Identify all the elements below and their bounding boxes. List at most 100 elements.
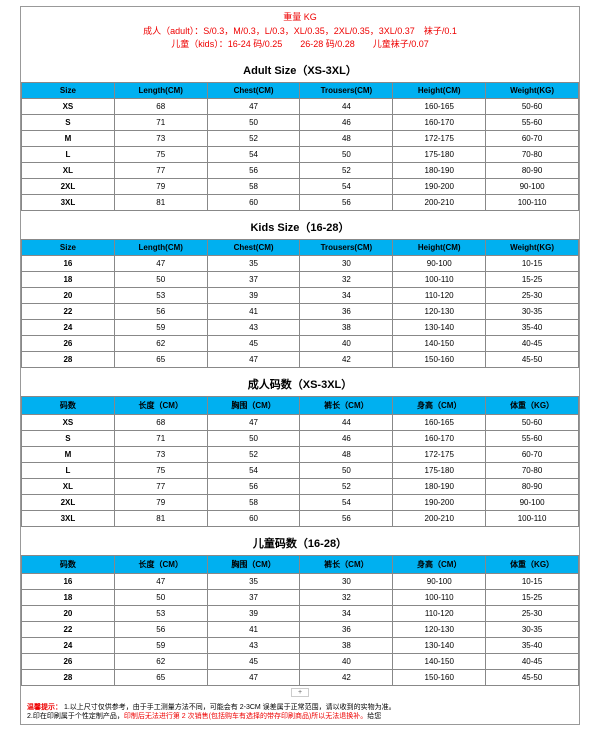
table-row: 3XL816056200-210100-110 [22,194,579,210]
table-cell: 160-170 [393,114,486,130]
table-cell: L [22,462,115,478]
table-cell: 16 [22,255,115,271]
size-table: SizeLength(CM)Chest(CM)Trousers(CM)Heigh… [21,239,579,368]
footer-label: 温馨提示： [27,704,62,711]
table-cell: 35 [207,255,300,271]
table-cell: 100-110 [393,271,486,287]
table-cell: 22 [22,621,115,637]
col-header: 胸围（CM） [207,555,300,573]
table-cell: 47 [207,98,300,114]
table-cell: 34 [300,605,393,621]
table-cell: 200-210 [393,194,486,210]
table-cell: 56 [300,194,393,210]
size-table: SizeLength(CM)Chest(CM)Trousers(CM)Heigh… [21,82,579,211]
table-cell: 160-170 [393,430,486,446]
table-cell: 30-35 [486,303,579,319]
tables-host: Adult Size（XS-3XL）SizeLength(CM)Chest(CM… [21,56,579,686]
table-cell: 54 [207,462,300,478]
table-cell: 45-50 [486,351,579,367]
table-cell: 45-50 [486,669,579,685]
col-header: 长度（CM） [114,555,207,573]
table-cell: 90-100 [393,255,486,271]
table-cell: 20 [22,605,115,621]
table-cell: 10-15 [486,255,579,271]
table-cell: 75 [114,146,207,162]
table-cell: 56 [207,478,300,494]
table-cell: M [22,446,115,462]
table-cell: 42 [300,351,393,367]
table-cell: 44 [300,98,393,114]
table-cell: 70-80 [486,462,579,478]
table-cell: 41 [207,303,300,319]
table-row: 18503732100-11015-25 [22,271,579,287]
table-cell: 50 [300,146,393,162]
header-line1: 成人（adult）：S/0.3，M/0.3，L/0.3，XL/0.35，2XL/… [23,25,577,39]
table-cell: 20 [22,287,115,303]
table-cell: 54 [207,146,300,162]
table-cell: XL [22,162,115,178]
table-cell: 48 [300,446,393,462]
table-cell: 77 [114,162,207,178]
table-cell: 54 [300,494,393,510]
table-row: 1647353090-10010-15 [22,573,579,589]
table-cell: 47 [114,255,207,271]
footer-line2b: 给您 [367,713,381,720]
table-cell: 25-30 [486,287,579,303]
col-header: Trousers(CM) [300,82,393,98]
table-cell: 44 [300,414,393,430]
table-cell: 80-90 [486,478,579,494]
table-cell: 50-60 [486,98,579,114]
table-cell: 35 [207,573,300,589]
table-row: 26624540140-15040-45 [22,653,579,669]
pager-label: + [291,688,309,697]
col-header: 裤长（CM） [300,555,393,573]
table-cell: 100-110 [393,589,486,605]
table-cell: 52 [207,446,300,462]
col-header: Size [22,239,115,255]
table-cell: 3XL [22,510,115,526]
table-cell: 50-60 [486,414,579,430]
table-cell: 60-70 [486,130,579,146]
table-cell: S [22,114,115,130]
header-title: 重量 KG [23,11,577,25]
table-cell: 22 [22,303,115,319]
table-row: XL775652180-19080-90 [22,162,579,178]
table-cell: 79 [114,178,207,194]
table-cell: 120-130 [393,303,486,319]
col-header: Height(CM) [393,239,486,255]
col-header: 胸围（CM） [207,396,300,414]
table-cell: 36 [300,303,393,319]
table-cell: 34 [300,287,393,303]
table-title: Kids Size（16-28） [21,213,579,239]
table-cell: 55-60 [486,114,579,130]
table-cell: 25-30 [486,605,579,621]
table-cell: 200-210 [393,510,486,526]
table-cell: 73 [114,130,207,146]
col-header: Height(CM) [393,82,486,98]
table-cell: 46 [300,430,393,446]
table-cell: 120-130 [393,621,486,637]
table-cell: 56 [114,621,207,637]
col-header: Weight(KG) [486,82,579,98]
table-cell: 175-180 [393,462,486,478]
table-cell: 45 [207,653,300,669]
table-cell: 77 [114,478,207,494]
table-cell: 190-200 [393,494,486,510]
table-cell: 50 [207,114,300,130]
table-cell: 59 [114,319,207,335]
table-cell: 15-25 [486,271,579,287]
table-row: 2XL795854190-20090-100 [22,178,579,194]
table-cell: 46 [300,114,393,130]
table-cell: 35-40 [486,637,579,653]
table-cell: 50 [114,271,207,287]
table-cell: 26 [22,335,115,351]
table-cell: 40 [300,335,393,351]
table-row: S715046160-17055-60 [22,430,579,446]
col-header: Length(CM) [114,82,207,98]
table-cell: 30 [300,573,393,589]
table-cell: 53 [114,605,207,621]
header-line2: 儿童（kids）：16-24 码/0.25 26-28 码/0.28 儿童袜子/… [23,38,577,52]
table-cell: 60 [207,194,300,210]
footer-notes: 温馨提示： 1.以上尺寸仅供参考，由于手工测量方法不同，可能会有 2-3CM 误… [21,699,579,725]
table-row: 22564136120-13030-35 [22,621,579,637]
